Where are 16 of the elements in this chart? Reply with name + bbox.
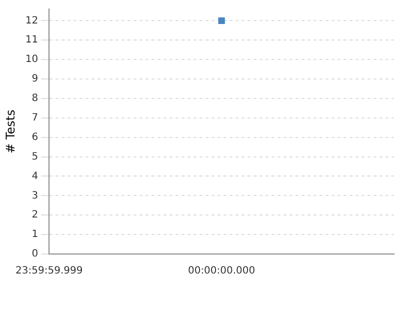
y-tick-label: 4 — [32, 170, 38, 182]
y-tick-label: 2 — [32, 210, 38, 221]
y-tick-label: 9 — [32, 74, 38, 85]
y-tick-label: 10 — [25, 54, 38, 66]
y-tick-label: 7 — [32, 112, 38, 124]
y-tick-label: 0 — [32, 248, 38, 260]
x-tick-label: 23:59:59.999 — [16, 266, 83, 277]
x-tick-label: 00:00:00.000 — [188, 266, 256, 277]
y-tick-label: 3 — [32, 190, 38, 202]
y-tick-label: 6 — [32, 132, 38, 143]
y-tick-label: 11 — [25, 34, 38, 46]
y-tick-label: 8 — [32, 93, 38, 104]
y-tick-label: 12 — [25, 15, 38, 26]
y-axis-title: # Tests — [3, 110, 18, 154]
y-tick-label: 1 — [32, 229, 38, 240]
y-tick-label: 5 — [32, 151, 38, 162]
